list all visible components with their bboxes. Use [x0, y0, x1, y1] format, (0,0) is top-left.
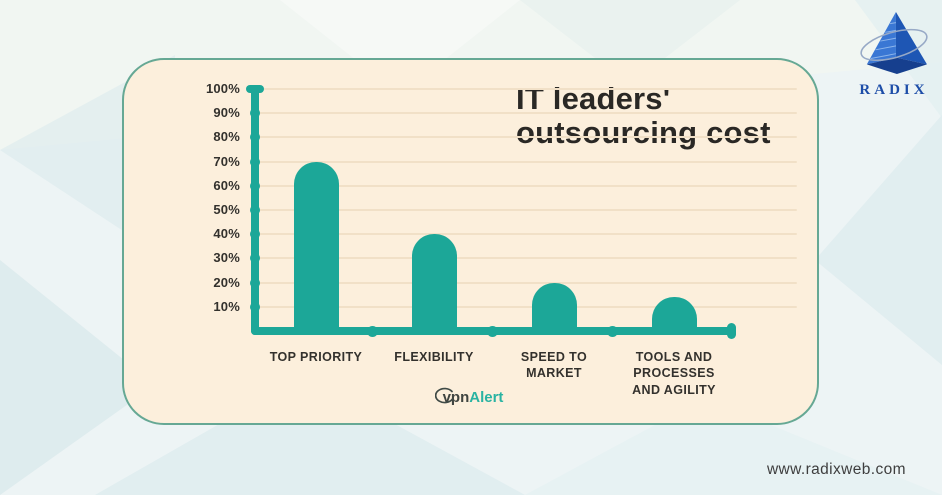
ytick-dot-10: [250, 301, 260, 312]
ytick-dot-90: [250, 108, 260, 119]
ytick-label-90: 90%: [213, 105, 240, 121]
category-label-top-priority: TOP PRIORITY: [269, 350, 363, 364]
xaxis-end-cap: [726, 323, 736, 339]
gridline-100: [255, 88, 797, 90]
radix-wordmark: RADIX: [859, 82, 929, 98]
chart-title: IT leaders' outsourcing cost: [516, 81, 771, 151]
gridline-90: [255, 112, 797, 115]
category-label-flexibility: FLEXIBILITY: [394, 350, 474, 364]
ytick-label-10: 10%: [213, 298, 240, 314]
pyramid-icon: [860, 11, 928, 75]
ytick-label-40: 40%: [213, 226, 240, 242]
xaxis-dot-3: [606, 325, 618, 337]
ytick-dot-80: [250, 132, 260, 143]
ytick-dot-20: [250, 277, 260, 288]
footer-url: www.radixweb.com: [766, 461, 906, 478]
gridline-40: [255, 233, 797, 236]
xaxis-dot-2: [486, 325, 498, 337]
ytick-dot-50: [250, 205, 260, 215]
ytick-label-50: 50%: [213, 202, 240, 217]
ytick-label-100: 100%: [205, 81, 240, 96]
category-label-tools-and-processes-and-agility: TOOLS AND PROCESSES AND AGILITY: [632, 350, 716, 397]
vpnalert-logo: vpnAlert: [124, 387, 817, 407]
ytick-dot-40: [250, 229, 260, 240]
gridline-70: [255, 160, 797, 163]
gridline-20: [255, 281, 797, 284]
gridline-30: [255, 257, 797, 260]
bar-top-priority: [293, 161, 339, 331]
bar-tools-and-processes-and-agility: [651, 297, 697, 331]
vpnalert-shield-icon: [434, 387, 453, 404]
radix-logo: RADIX: [849, 10, 939, 99]
ytick-dot-60: [250, 180, 260, 191]
gridline-80: [255, 136, 797, 139]
ytick-label-60: 60%: [213, 177, 240, 193]
ytick-dot-70: [250, 156, 260, 167]
chart-card: IT leaders' outsourcing cost 10% 20% 30% 40…: [122, 58, 819, 425]
bar-chart: 10% 20% 30% 40% 50% 60% 70% 80% 90% 100% TOP PRIOR…: [124, 60, 817, 423]
ytick-label-20: 20%: [213, 274, 240, 290]
category-label-speed-to-market: SPEED TO MARKET: [520, 350, 588, 381]
ytick-label-80: 80%: [213, 129, 240, 145]
ytick-label-30: 30%: [213, 250, 240, 266]
gridline-60: [255, 184, 797, 187]
bar-speed-to-market: [531, 282, 577, 331]
ytick-dot-100: [246, 85, 264, 93]
gridline-10: [255, 305, 797, 308]
ytick-label-70: 70%: [213, 153, 240, 169]
xaxis-dot-1: [366, 325, 378, 337]
bar-flexibility: [411, 234, 457, 331]
vpnalert-text-alert: Alert: [469, 389, 504, 406]
gridline-50: [255, 209, 797, 211]
ytick-dot-30: [250, 253, 260, 264]
